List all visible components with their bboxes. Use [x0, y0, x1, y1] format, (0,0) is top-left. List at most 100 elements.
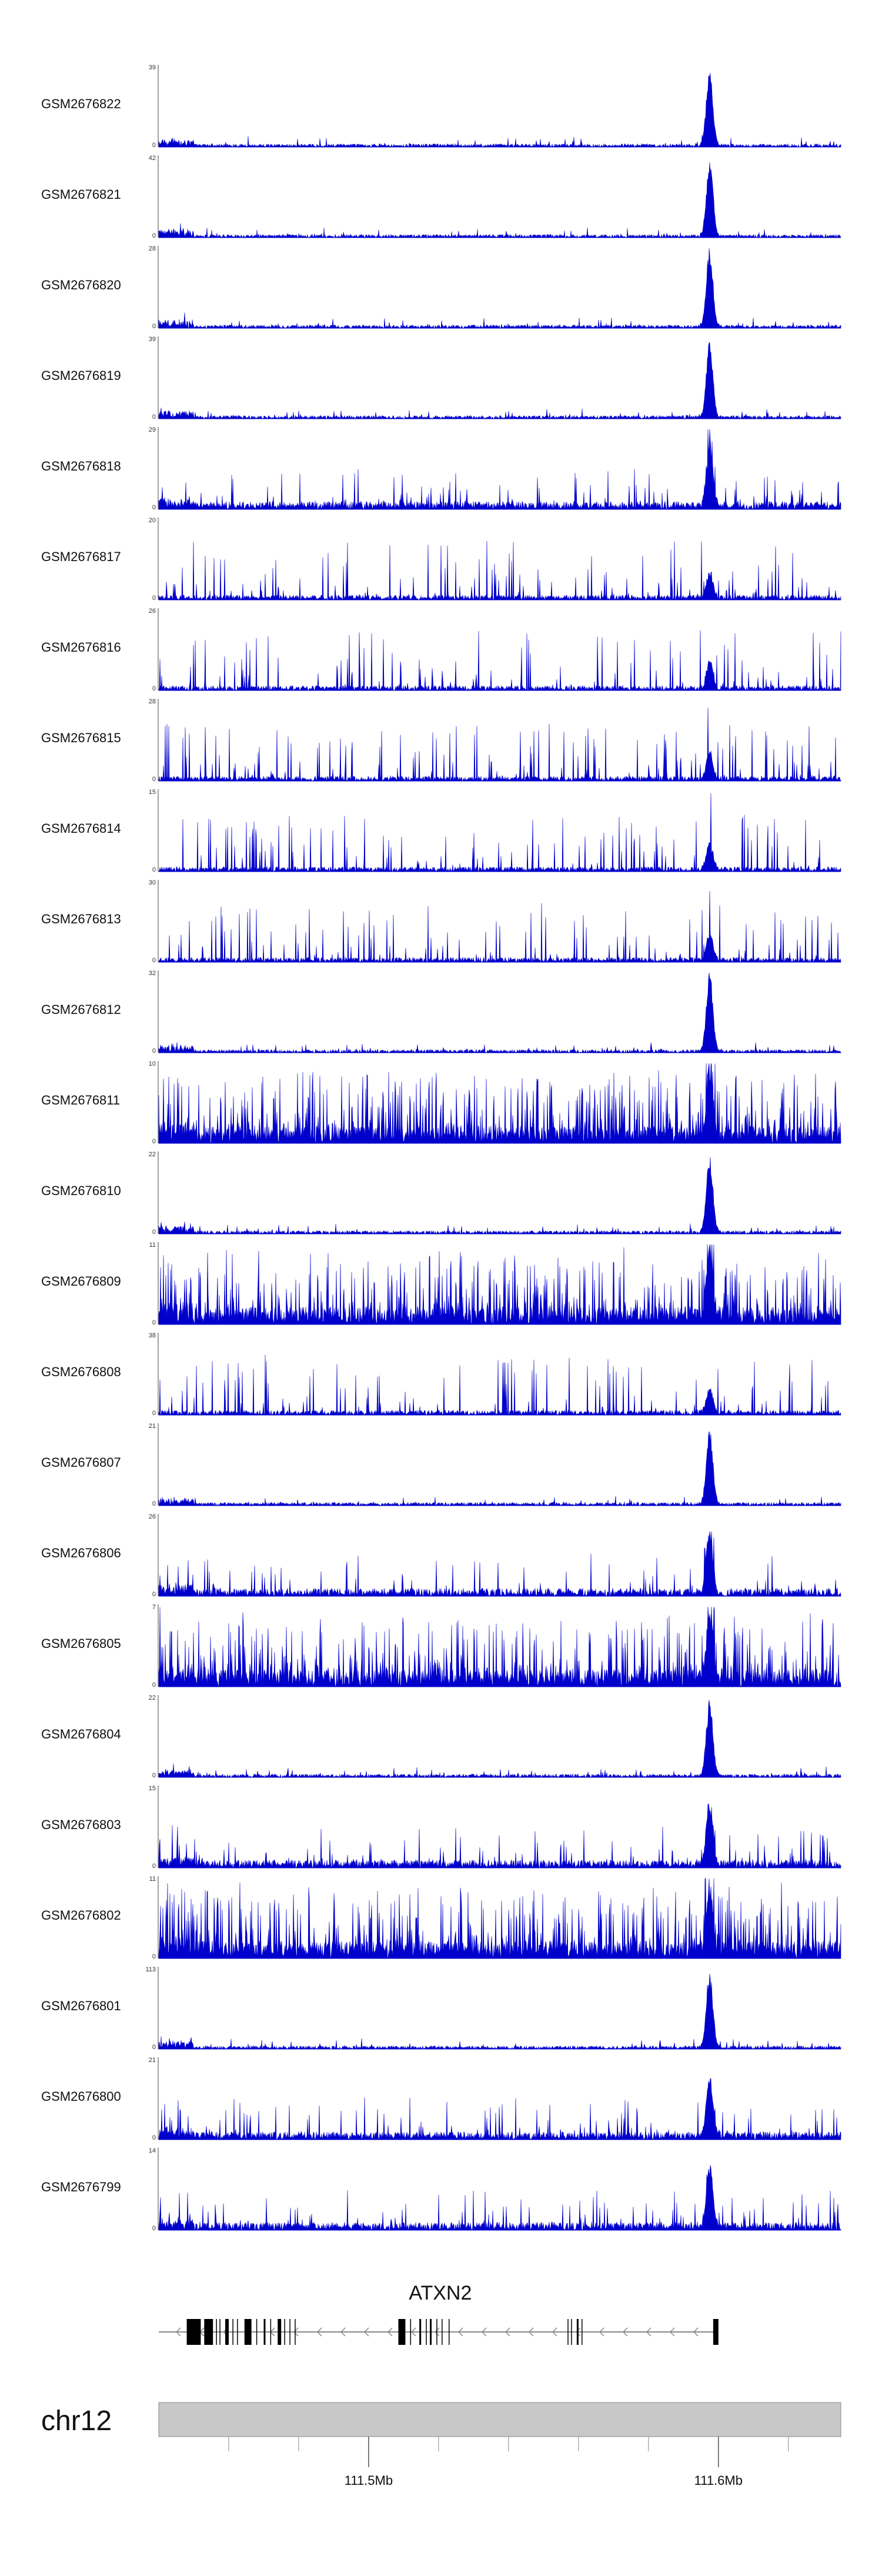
track-label: GSM2676799 — [41, 2180, 121, 2194]
y-max-tick-label: 32 — [149, 970, 156, 977]
y-max-tick-label: 113 — [145, 1966, 156, 1973]
coverage-area — [158, 72, 841, 148]
y-max-tick-label: 39 — [149, 336, 156, 343]
y-max-tick-label: 15 — [149, 789, 156, 796]
strand-arrow-icon — [505, 2327, 510, 2337]
track-label: GSM2676818 — [41, 459, 121, 473]
chromosome-label: chr12 — [41, 2405, 112, 2437]
gene-track: ATXN2 — [159, 2282, 719, 2345]
strand-arrow-icon — [293, 2327, 299, 2337]
track-GSM2676801: GSM2676801 113 0 — [41, 1966, 841, 2051]
coverage-tracks: GSM2676822390GSM2676821420GSM2676820280G… — [41, 64, 841, 2232]
coverage-area — [158, 793, 841, 872]
track-GSM2676803: GSM2676803 15 0 — [41, 1785, 841, 1870]
y-max-tick-label: 20 — [149, 517, 156, 524]
track-GSM2676814: GSM2676814 15 0 — [41, 789, 841, 873]
track-label: GSM2676811 — [41, 1093, 120, 1107]
gene-name-label: ATXN2 — [409, 2282, 472, 2304]
y-max-tick-label: 11 — [149, 1242, 156, 1249]
y-min-tick-label: 0 — [152, 1863, 156, 1870]
track-GSM2676820: GSM2676820 28 0 — [41, 245, 841, 330]
y-max-tick-label: 30 — [149, 879, 156, 886]
y-max-tick-label: 15 — [149, 1785, 156, 1792]
y-max-tick-label: 29 — [149, 426, 156, 433]
coverage-area — [158, 1803, 841, 1869]
y-max-tick-label: 21 — [149, 2057, 156, 2064]
track-GSM2676802: GSM2676802 11 0 — [41, 1876, 841, 1960]
track-label: GSM2676801 — [41, 1998, 121, 2013]
exon-block — [225, 2319, 229, 2345]
x-tick-label: 111.6Mb — [694, 2473, 743, 2488]
y-max-tick-label: 7 — [152, 1604, 156, 1611]
coverage-area — [158, 972, 841, 1054]
y-max-tick-label: 38 — [149, 1332, 156, 1339]
track-label: GSM2676805 — [41, 1636, 121, 1651]
track-label: GSM2676800 — [41, 2089, 121, 2104]
y-min-tick-label: 0 — [152, 2044, 156, 2051]
strand-arrow-icon — [599, 2327, 604, 2337]
exon-block — [713, 2319, 719, 2345]
track-label: GSM2676810 — [41, 1183, 121, 1198]
strand-arrow-icon — [693, 2327, 699, 2337]
track-label: GSM2676822 — [41, 96, 121, 111]
y-min-tick-label: 0 — [152, 323, 156, 330]
track-label: GSM2676816 — [41, 640, 121, 655]
y-min-tick-label: 0 — [152, 1772, 156, 1779]
coverage-area — [158, 1063, 841, 1144]
strand-arrow-icon — [575, 2327, 581, 2337]
y-max-tick-label: 28 — [149, 245, 156, 252]
y-max-tick-label: 28 — [149, 698, 156, 705]
track-GSM2676813: GSM2676813 30 0 — [41, 879, 841, 964]
y-max-tick-label: 10 — [149, 1060, 156, 1067]
track-label: GSM2676809 — [41, 1274, 121, 1289]
track-GSM2676800: GSM2676800 21 0 — [41, 2057, 841, 2141]
strand-arrow-icon — [316, 2327, 322, 2337]
y-min-tick-label: 0 — [152, 1047, 156, 1055]
coverage-area — [158, 1157, 841, 1235]
track-label: GSM2676819 — [41, 368, 121, 383]
y-min-tick-label: 0 — [152, 866, 156, 873]
y-min-tick-label: 0 — [152, 2134, 156, 2141]
track-GSM2676807: GSM2676807 21 0 — [41, 1423, 841, 1507]
coverage-area — [158, 342, 841, 420]
track-label: GSM2676814 — [41, 821, 121, 836]
y-min-tick-label: 0 — [152, 1229, 156, 1236]
track-GSM2676804: GSM2676804 22 0 — [41, 1694, 841, 1779]
y-min-tick-label: 0 — [152, 504, 156, 511]
coverage-area — [158, 891, 841, 963]
y-max-tick-label: 11 — [149, 1876, 156, 1883]
coverage-area — [158, 1431, 841, 1507]
coverage-area — [158, 1974, 841, 2050]
y-min-tick-label: 0 — [152, 413, 156, 421]
coverage-area — [158, 540, 841, 600]
coverage-area — [158, 1606, 841, 1687]
strand-arrow-icon — [434, 2327, 440, 2337]
exon-block — [419, 2319, 422, 2345]
strand-arrow-icon — [363, 2327, 369, 2337]
track-label: GSM2676807 — [41, 1455, 121, 1470]
track-label: GSM2676813 — [41, 912, 121, 926]
exon-block — [263, 2319, 266, 2345]
track-GSM2676818: GSM2676818 29 0 — [41, 426, 841, 511]
y-max-tick-label: 22 — [149, 1694, 156, 1701]
y-min-tick-label: 0 — [152, 957, 156, 964]
x-tick-label: 111.5Mb — [345, 2473, 393, 2488]
y-min-tick-label: 0 — [152, 595, 156, 602]
track-label: GSM2676802 — [41, 1908, 121, 1923]
coverage-area — [158, 162, 841, 239]
y-min-tick-label: 0 — [152, 232, 156, 239]
track-GSM2676805: GSM2676805 7 0 — [41, 1604, 841, 1689]
track-label: GSM2676817 — [41, 549, 121, 564]
coverage-area — [158, 630, 841, 692]
track-GSM2676809: GSM2676809 11 0 — [41, 1242, 841, 1326]
y-max-tick-label: 21 — [149, 1423, 156, 1430]
track-GSM2676817: GSM2676817 20 0 — [41, 517, 841, 602]
strand-arrow-icon — [410, 2327, 416, 2337]
track-GSM2676811: GSM2676811 10 0 — [41, 1060, 841, 1145]
track-label: GSM2676808 — [41, 1364, 121, 1379]
track-label: GSM2676820 — [41, 278, 121, 292]
track-label: GSM2676804 — [41, 1727, 121, 1741]
y-min-tick-label: 0 — [152, 2225, 156, 2232]
coverage-area — [158, 2078, 841, 2140]
track-GSM2676808: GSM2676808 38 0 — [41, 1332, 841, 1417]
